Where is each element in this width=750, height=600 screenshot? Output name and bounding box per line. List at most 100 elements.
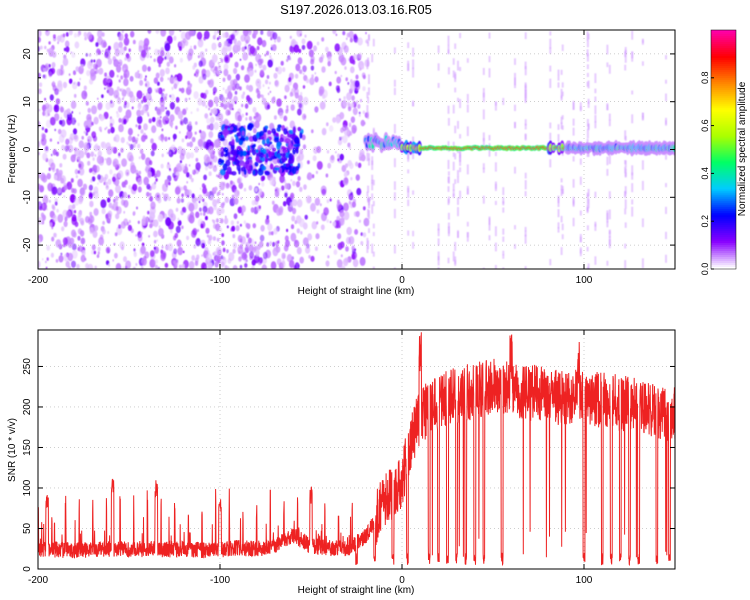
spectrogram-noise-blob	[150, 98, 153, 103]
spectrogram-noise-blob	[190, 30, 194, 34]
snr-xtick-label: -100	[210, 575, 230, 586]
spectrogram-xlabel: Height of straight line (km)	[298, 286, 415, 297]
spectrogram-noise-blob	[38, 260, 41, 269]
spectrogram-noise-blob	[196, 254, 200, 260]
spectrogram-streak	[514, 104, 516, 112]
spectrogram-noise-blob	[276, 66, 283, 75]
spectrogram-streak	[494, 101, 497, 106]
spectrogram-streak	[561, 115, 564, 120]
spectrogram-noise-blob	[91, 244, 96, 251]
spectrogram-noise-blob	[38, 36, 41, 43]
spectrogram-noise-blob	[155, 89, 158, 93]
spectrogram-streak	[579, 249, 582, 254]
spectrogram-streak	[407, 199, 410, 207]
spectrogram-cluster-blob	[283, 127, 288, 135]
spectrogram-cluster-blob	[219, 137, 226, 142]
spectrogram-noise-blob	[135, 234, 138, 237]
spectrogram-streak	[454, 125, 457, 134]
spectrogram-noise-blob	[339, 153, 345, 161]
spectrogram-noise-blob	[91, 176, 96, 182]
spectrogram-streak	[624, 208, 627, 215]
spectrogram-noise-blob	[157, 197, 162, 204]
spectrogram-noise-blob	[218, 42, 222, 48]
spectrogram-noise-blob	[39, 82, 43, 87]
spectrogram-cluster-blob	[276, 126, 281, 132]
spectrogram-streak	[457, 60, 459, 71]
colorbar-cell	[711, 103, 736, 107]
spectrogram-noise-blob	[78, 140, 85, 149]
spectrogram-noise-blob	[54, 113, 60, 122]
spectrogram-noise-blob	[231, 225, 236, 232]
spectrogram-noise-blob	[246, 84, 250, 90]
colorbar-cell	[711, 63, 736, 67]
spectrogram-noise-blob	[108, 263, 111, 267]
spectrogram-streak	[393, 192, 396, 201]
spectrogram-ytick-label: 10	[22, 96, 33, 108]
spectrogram-noise-blob	[153, 77, 159, 84]
spectrogram-noise-blob	[154, 264, 158, 269]
spectrogram-noise-blob	[196, 107, 199, 112]
spectrogram-noise-blob	[164, 114, 169, 121]
spectrogram-noise-blob	[150, 201, 156, 210]
spectrogram-streak	[624, 53, 627, 63]
spectrogram-noise-blob	[194, 73, 196, 77]
spectrogram-cluster-blob	[222, 163, 228, 171]
colorbar-cell	[711, 73, 736, 77]
spectrogram-streak	[437, 267, 440, 269]
spectrogram-noise-blob	[161, 153, 164, 158]
colorbar-cell	[711, 261, 736, 264]
spectrogram-noise-blob	[357, 162, 362, 168]
spectrogram-noise-blob	[159, 76, 164, 83]
spectrogram-noise-blob	[362, 110, 366, 115]
spectrogram-streak	[631, 114, 634, 124]
spectrogram-noise-blob	[360, 232, 364, 237]
spectrogram-noise-blob	[237, 206, 243, 214]
spectrogram-noise-blob	[340, 56, 347, 66]
spectrogram-streak	[549, 132, 552, 140]
snr-frame	[37, 329, 676, 570]
spectrogram-noise-blob	[221, 240, 225, 246]
spectrogram-noise-blob	[78, 150, 85, 159]
spectrogram-noise-blob	[155, 170, 161, 178]
spectrogram-noise-blob	[38, 72, 41, 79]
spectrogram-noise-blob	[337, 199, 340, 204]
spectrogram-noise-blob	[38, 237, 41, 246]
spectrogram-streak	[641, 112, 644, 118]
spectrogram-noise-blob	[90, 143, 93, 146]
spectrogram-ytick-label: 0	[22, 146, 33, 152]
spectrogram-cluster-blob	[225, 148, 229, 157]
spectrogram-noise-blob	[52, 214, 58, 222]
spectrogram-noise-blob	[128, 48, 131, 52]
spectrogram-noise-blob	[335, 115, 341, 124]
spectrogram-noise-blob	[129, 143, 134, 150]
spectrogram-noise-blob	[204, 246, 209, 254]
spectrogram-streak	[560, 215, 563, 223]
spectrogram-streak	[488, 68, 491, 78]
spectrogram-noise-blob	[52, 80, 55, 84]
spectrogram-streak	[447, 186, 450, 192]
spectrogram-streak	[641, 258, 644, 268]
snr-ytick-label: 200	[22, 398, 33, 415]
spectrogram-noise-blob	[165, 107, 167, 110]
spectrogram-noise-blob	[200, 130, 207, 140]
spectrogram-noise-blob	[272, 96, 276, 101]
spectrogram-noise-blob	[70, 178, 74, 183]
spectrogram-noise-blob	[147, 30, 152, 34]
spectrogram-streak	[557, 227, 560, 233]
spectrogram-noise-blob	[264, 53, 267, 57]
spectrogram-noise-blob	[116, 97, 122, 105]
spectrogram-noise-blob	[239, 86, 242, 91]
spectrogram-streak	[482, 267, 485, 269]
colorbar-cell	[711, 65, 736, 69]
spectrogram-noise-blob	[190, 111, 193, 114]
spectrogram-noise-blob	[303, 115, 306, 119]
spectrogram-noise-blob	[191, 229, 197, 238]
spectrogram-noise-blob	[168, 181, 171, 186]
spectrogram-noise-blob	[340, 74, 343, 78]
spectrogram-noise-blob	[176, 175, 179, 179]
spectrogram-noise-blob	[83, 130, 86, 134]
colorbar-cell	[711, 125, 736, 129]
spectrogram-noise-blob	[333, 249, 338, 255]
spectrogram-noise-blob	[89, 227, 94, 235]
spectrogram-noise-blob	[167, 243, 173, 252]
